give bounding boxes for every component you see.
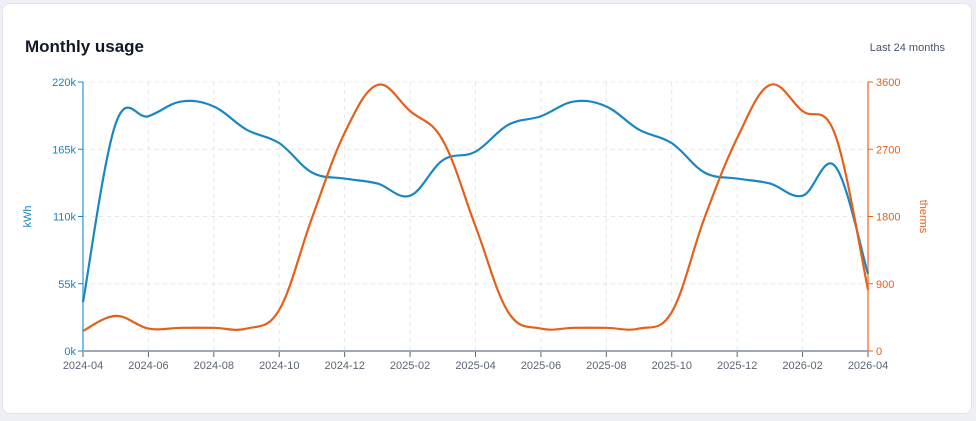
x-tick-label: 2025-04 <box>455 360 495 372</box>
range-label: Last 24 months <box>869 42 945 54</box>
axes <box>78 81 873 357</box>
kwh-line <box>81 99 870 303</box>
y-right-tick-label: 900 <box>876 279 894 291</box>
therms-line <box>82 83 870 332</box>
x-tick-label: 2025-02 <box>390 360 430 372</box>
y-right-axis-title: therms <box>917 200 929 234</box>
y-right-tick-label: 3600 <box>876 77 900 89</box>
x-tick-label: 2024-12 <box>324 360 364 372</box>
data-lines <box>81 83 870 332</box>
x-tick-label: 2024-10 <box>259 360 299 372</box>
y-left-tick-label: 110k <box>53 212 77 224</box>
x-tick-label: 2025-10 <box>652 360 692 372</box>
y-right-tick-label: 2700 <box>876 144 900 156</box>
y-left-tick-label: 55k <box>58 279 76 291</box>
y-left-tick-label: 165k <box>52 144 76 156</box>
x-tick-label: 2024-06 <box>128 360 168 372</box>
y-left-axis-title: kWh <box>22 206 34 228</box>
y-right-tick-label: 0 <box>876 346 882 358</box>
usage-card: Monthly usage Last 24 months <box>2 3 972 414</box>
grid-lines <box>83 81 868 351</box>
x-tick-label: 2024-08 <box>194 360 234 372</box>
x-tick-label: 2024-04 <box>63 360 103 372</box>
y-right-tick-label: 1800 <box>876 212 900 224</box>
x-tick-label: 2026-04 <box>848 360 888 372</box>
x-tick-label: 2025-12 <box>717 360 757 372</box>
y-left-tick-label: 220k <box>52 77 76 89</box>
y-left-tick-label: 0k <box>64 346 76 358</box>
x-tick-label: 2025-06 <box>521 360 561 372</box>
x-tick-label: 2025-08 <box>586 360 626 372</box>
x-tick-label: 2026-02 <box>782 360 822 372</box>
axis-labels: 2024-04 2024-06 2024-08 2024-10 2024-12 2025-… <box>22 77 929 372</box>
card-title: Monthly usage <box>25 37 145 56</box>
